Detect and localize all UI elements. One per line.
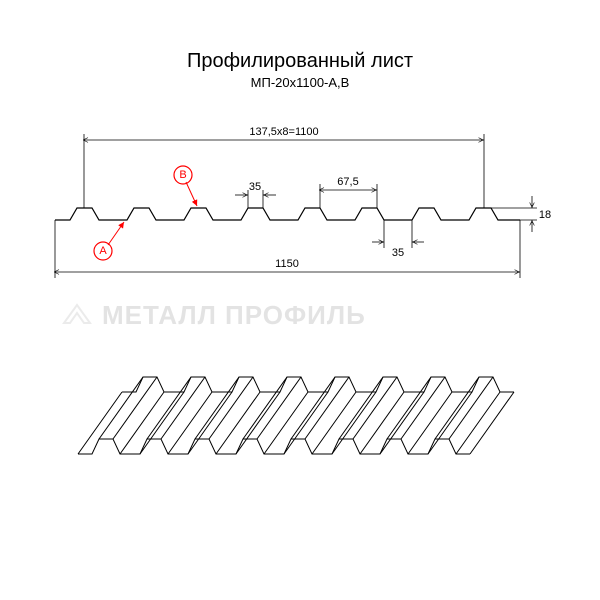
dim-total-width: 1150 bbox=[55, 220, 520, 278]
dim-lower-flat-label: 35 bbox=[392, 247, 404, 259]
dim-rib-pitch-label: 67,5 bbox=[337, 176, 358, 188]
watermark-logo-icon bbox=[60, 301, 94, 331]
dim-height: 18 bbox=[491, 196, 551, 232]
callout-b: B bbox=[174, 166, 197, 206]
profile-cross-section bbox=[55, 208, 520, 220]
dim-rib-pitch: 67,5 bbox=[320, 176, 377, 208]
watermark: МЕТАЛЛ ПРОФИЛЬ bbox=[60, 300, 366, 331]
dim-total-width-label: 1150 bbox=[275, 258, 299, 270]
dim-top-span-label: 137,5х8=1100 bbox=[249, 126, 318, 138]
isometric-view bbox=[0, 330, 600, 530]
page-subtitle: МП-20х1100-А,В bbox=[0, 75, 600, 90]
callout-a-label: A bbox=[99, 245, 107, 257]
dim-lower-flat: 35 bbox=[372, 220, 424, 259]
dim-rib-inner-label: 35 bbox=[249, 181, 261, 193]
callout-a: A bbox=[94, 222, 124, 260]
dim-top-span: 137,5х8=1100 bbox=[84, 126, 484, 208]
cross-section-diagram: 137,5х8=1100 35 67,5 18 35 1150 bbox=[0, 90, 600, 300]
watermark-text: МЕТАЛЛ ПРОФИЛЬ bbox=[102, 300, 366, 331]
callout-b-label: B bbox=[179, 169, 186, 181]
dim-height-label: 18 bbox=[539, 209, 551, 221]
page-title: Профилированный лист bbox=[0, 50, 600, 73]
dim-rib-inner: 35 bbox=[235, 181, 276, 208]
